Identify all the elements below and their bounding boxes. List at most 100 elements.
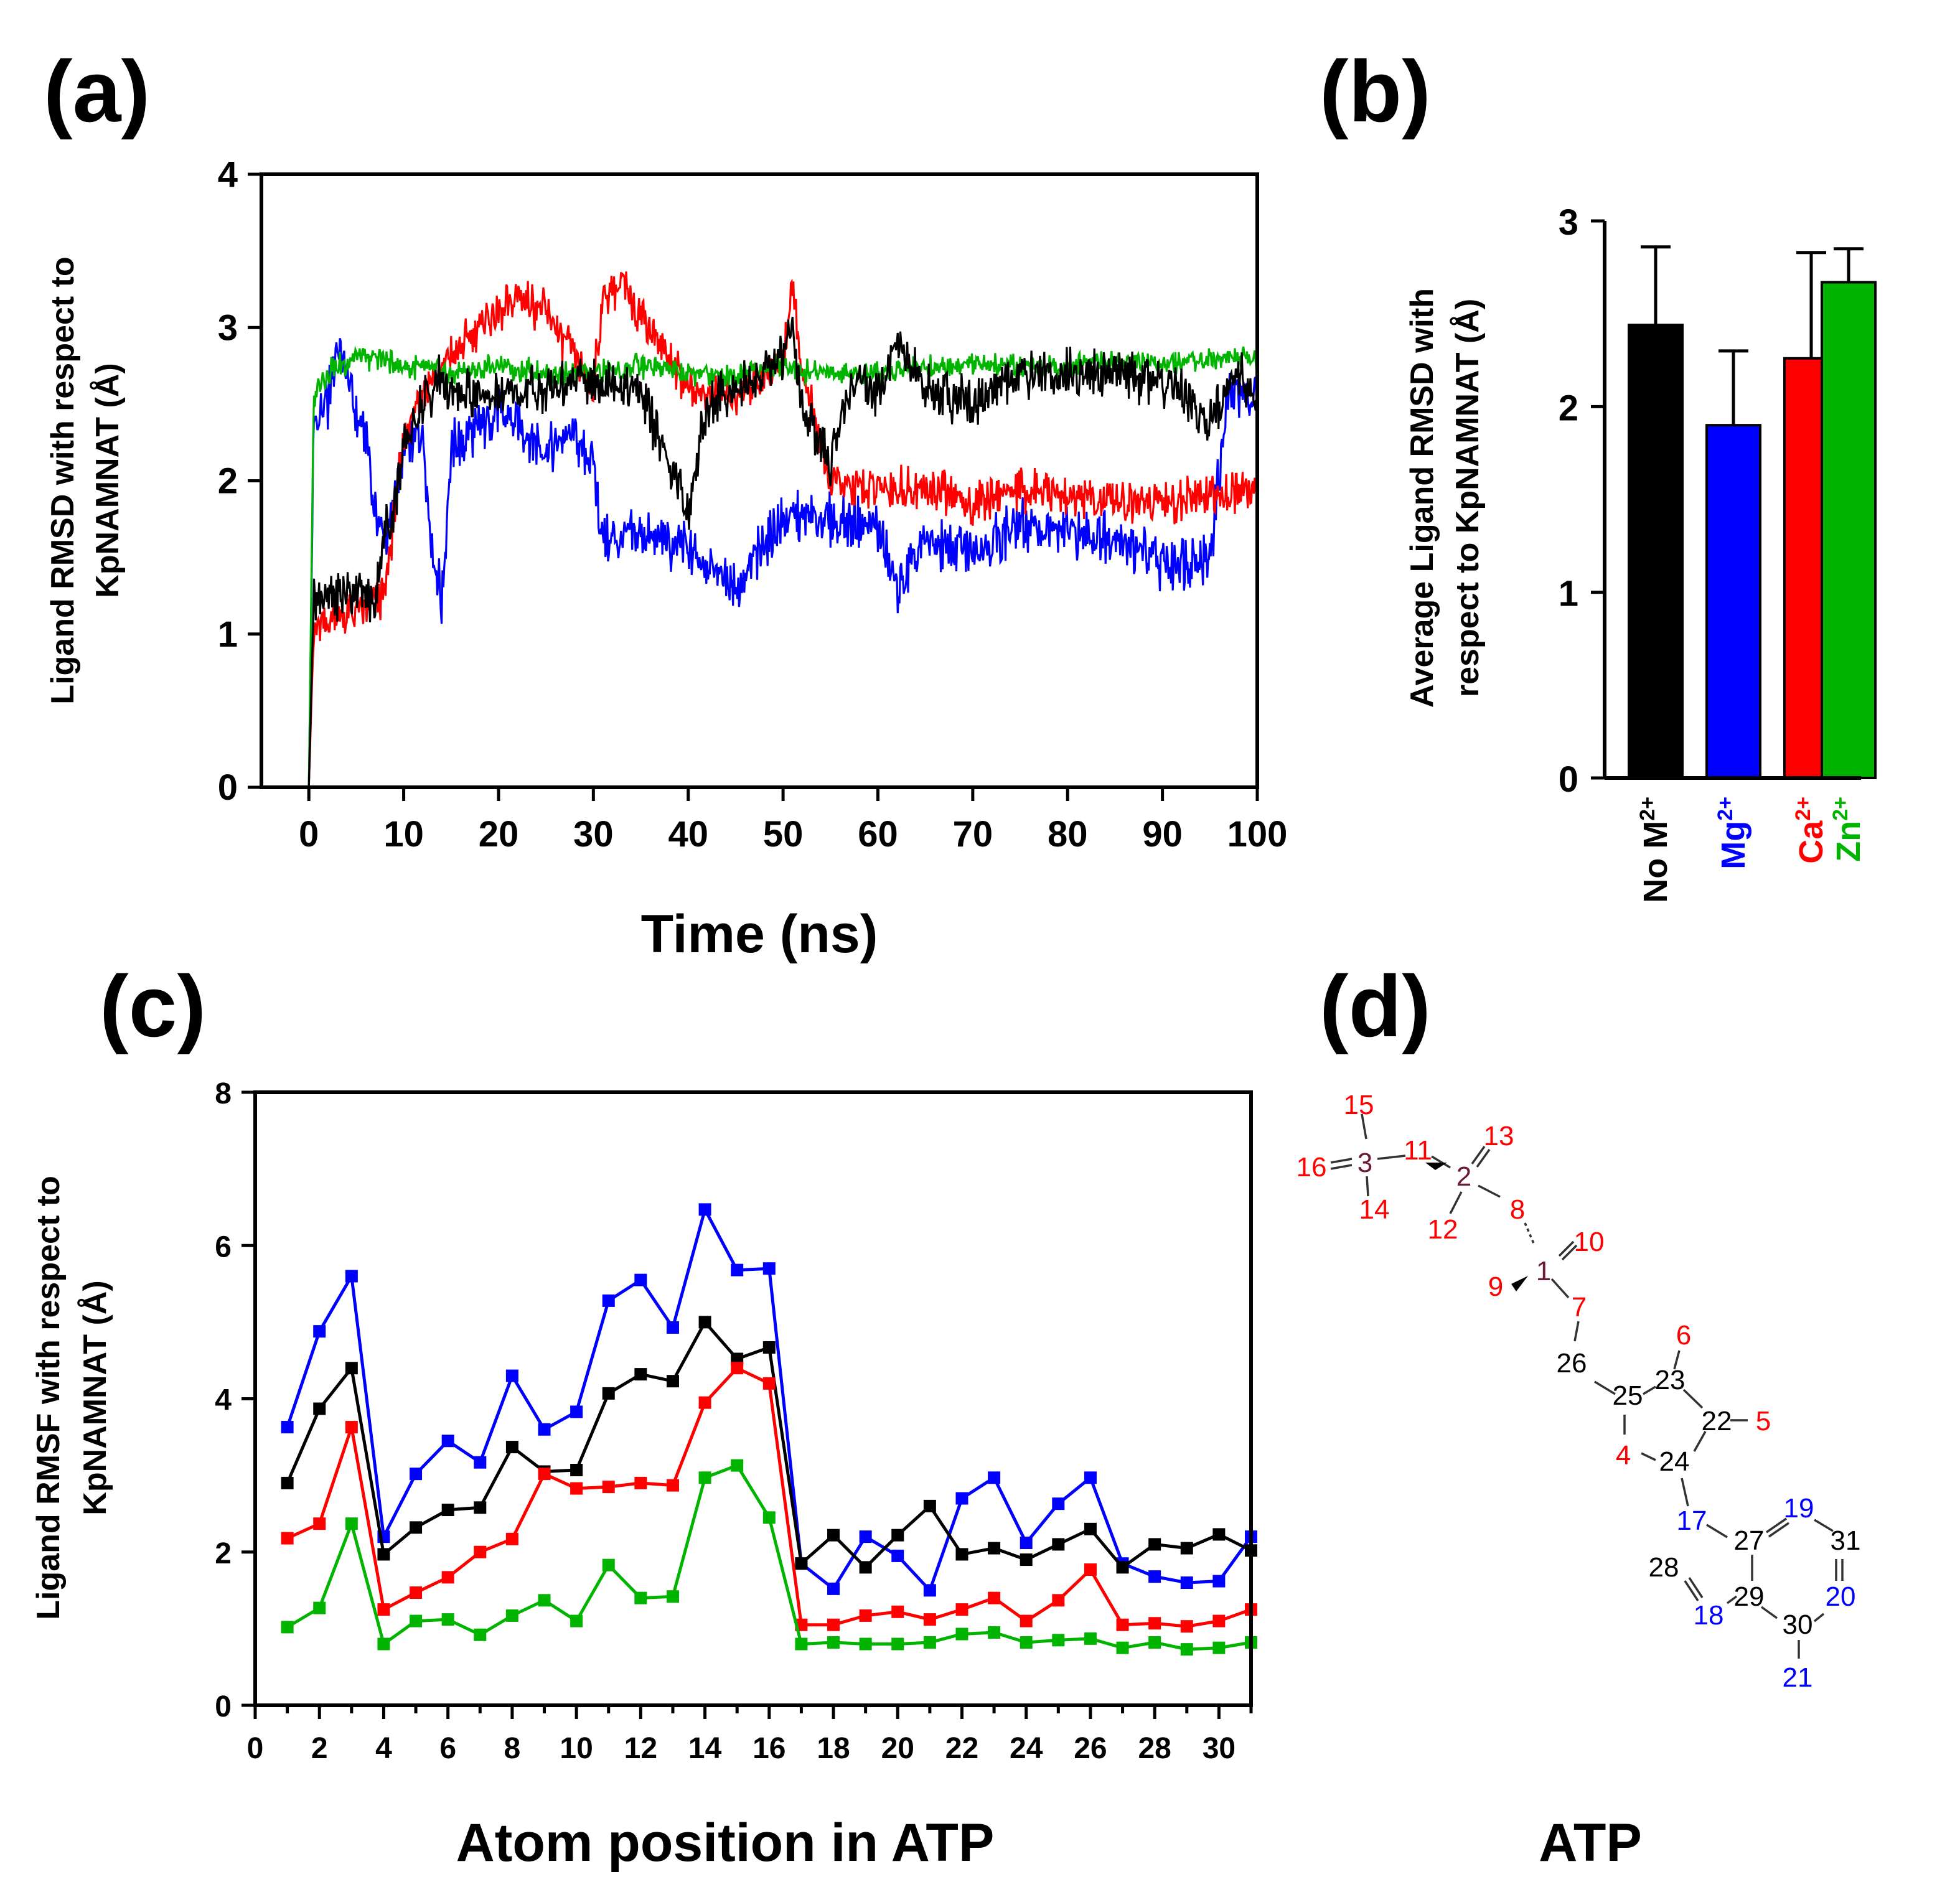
atom-label: 20 [1826,1581,1856,1612]
atom-label: 22 [1702,1406,1732,1436]
rmsf-point [923,1499,936,1512]
rmsf-line-2 [286,1319,1252,1570]
wedge-bond [1425,1163,1447,1170]
atom-label: 18 [1694,1600,1724,1631]
atom-label: 9 [1488,1271,1503,1302]
avg-rmsd-bar-chart: No M2+ Mg2+ Ca2+Zn2+ 0 1 2 3 Average Ligand R… [1404,202,1877,903]
rmsf-point [1212,1528,1226,1541]
rmsf-point [441,1435,454,1448]
x-tick-label: 8 [504,1732,521,1765]
rmsf-point [505,1441,518,1454]
rmsf-point [955,1603,968,1616]
x-tick-label: 60 [858,814,898,855]
rmsf-point [1180,1542,1193,1555]
rmsf-point [827,1618,840,1631]
rmsf-point [602,1294,615,1307]
atom-label: 30 [1783,1609,1813,1640]
x-tick-label: 4 [375,1732,392,1765]
bond [1573,1321,1580,1342]
bond [1471,1145,1486,1165]
bond [1814,1519,1834,1532]
rmsf-point [313,1325,326,1338]
rmsf-point [762,1262,776,1275]
bond [1726,1595,1738,1604]
x-tick-label: 10 [560,1732,593,1765]
rmsf-point [923,1584,936,1597]
rmsf-point [441,1571,454,1584]
x-tick-label: 70 [953,814,993,855]
atom-label: 24 [1659,1446,1690,1477]
rmsf-point [1020,1636,1033,1649]
rmsd-line-1 [307,338,1259,788]
atom-label: 11 [1404,1135,1432,1166]
atom-label: 25 [1613,1380,1643,1411]
atom-label: 14 [1359,1194,1390,1225]
rmsf-point [762,1377,776,1390]
rmsf-point [1148,1538,1161,1551]
plot-a-xlabel: Time (ns) [641,904,878,964]
rmsf-point [281,1621,294,1634]
rmsf-point [988,1591,1001,1604]
rmsf-point [666,1375,679,1388]
rmsf-point [955,1627,968,1641]
bond [1330,1164,1353,1170]
atom-label: 13 [1484,1121,1514,1151]
x-tick-label: 90 [1142,814,1183,855]
rmsf-point [666,1321,679,1334]
rmsd-series-group [307,271,1259,788]
y-tick-label: 2 [218,461,238,502]
x-tick-label: 0 [247,1732,264,1765]
rmsf-point [859,1609,872,1622]
bond [1682,1389,1704,1409]
rmsf-series-group [281,1203,1257,1656]
bond [1684,1580,1699,1601]
plot-c-ylabel-line1: Ligand RMSF with respect to [30,1176,67,1620]
rmsf-point [955,1492,968,1505]
atom-label: 2 [1456,1161,1471,1192]
rmsf-point [891,1605,904,1618]
atom-label: 10 [1574,1227,1605,1257]
rmsf-point [410,1468,423,1481]
rmsf-line-4 [286,1463,1252,1651]
rmsf-point [666,1590,679,1603]
y-tick-label: 4 [215,1384,232,1417]
rmsf-point [1020,1614,1033,1627]
category-label: No M2+ [1636,797,1674,903]
rmsf-point [474,1628,487,1641]
atom-label: 19 [1784,1493,1814,1524]
rmsf-point [602,1558,615,1571]
bond [1641,1452,1656,1461]
rmsf-point [410,1586,423,1599]
rmsf-point [1052,1497,1065,1510]
rmsf-point [988,1626,1001,1639]
y-tick-label: 2 [215,1537,232,1570]
rmsf-point [505,1532,518,1545]
rmsf-point [441,1504,454,1517]
x-tick-label: 30 [1203,1732,1236,1765]
rmsf-point [1084,1563,1097,1576]
bond [1478,1184,1501,1198]
plot-a-ticks: 0 10 20 30 40 50 60 70 80 90 100 0 1 2 3 4 [218,154,1288,855]
bond [1431,1155,1451,1169]
y-tick-label: 8 [215,1077,232,1110]
rmsf-point [1212,1575,1226,1588]
x-tick-label: 16 [753,1732,785,1765]
rmsf-point [1116,1561,1129,1574]
bond [1760,1606,1778,1619]
bond [1706,1524,1728,1538]
rmsf-point [474,1545,487,1558]
rmsf-point [859,1637,872,1651]
rmsf-point [1148,1636,1161,1649]
rmsf-point [698,1203,711,1216]
rmsf-point [859,1530,872,1543]
rmsf-point [410,1614,423,1627]
rmsf-point [345,1362,358,1375]
x-tick-label: 18 [817,1732,850,1765]
rmsf-point [538,1594,551,1607]
x-tick-label: 80 [1048,814,1088,855]
rmsf-point [955,1548,968,1561]
y-tick-label: 6 [215,1230,232,1263]
y-tick-label: 3 [218,307,238,348]
